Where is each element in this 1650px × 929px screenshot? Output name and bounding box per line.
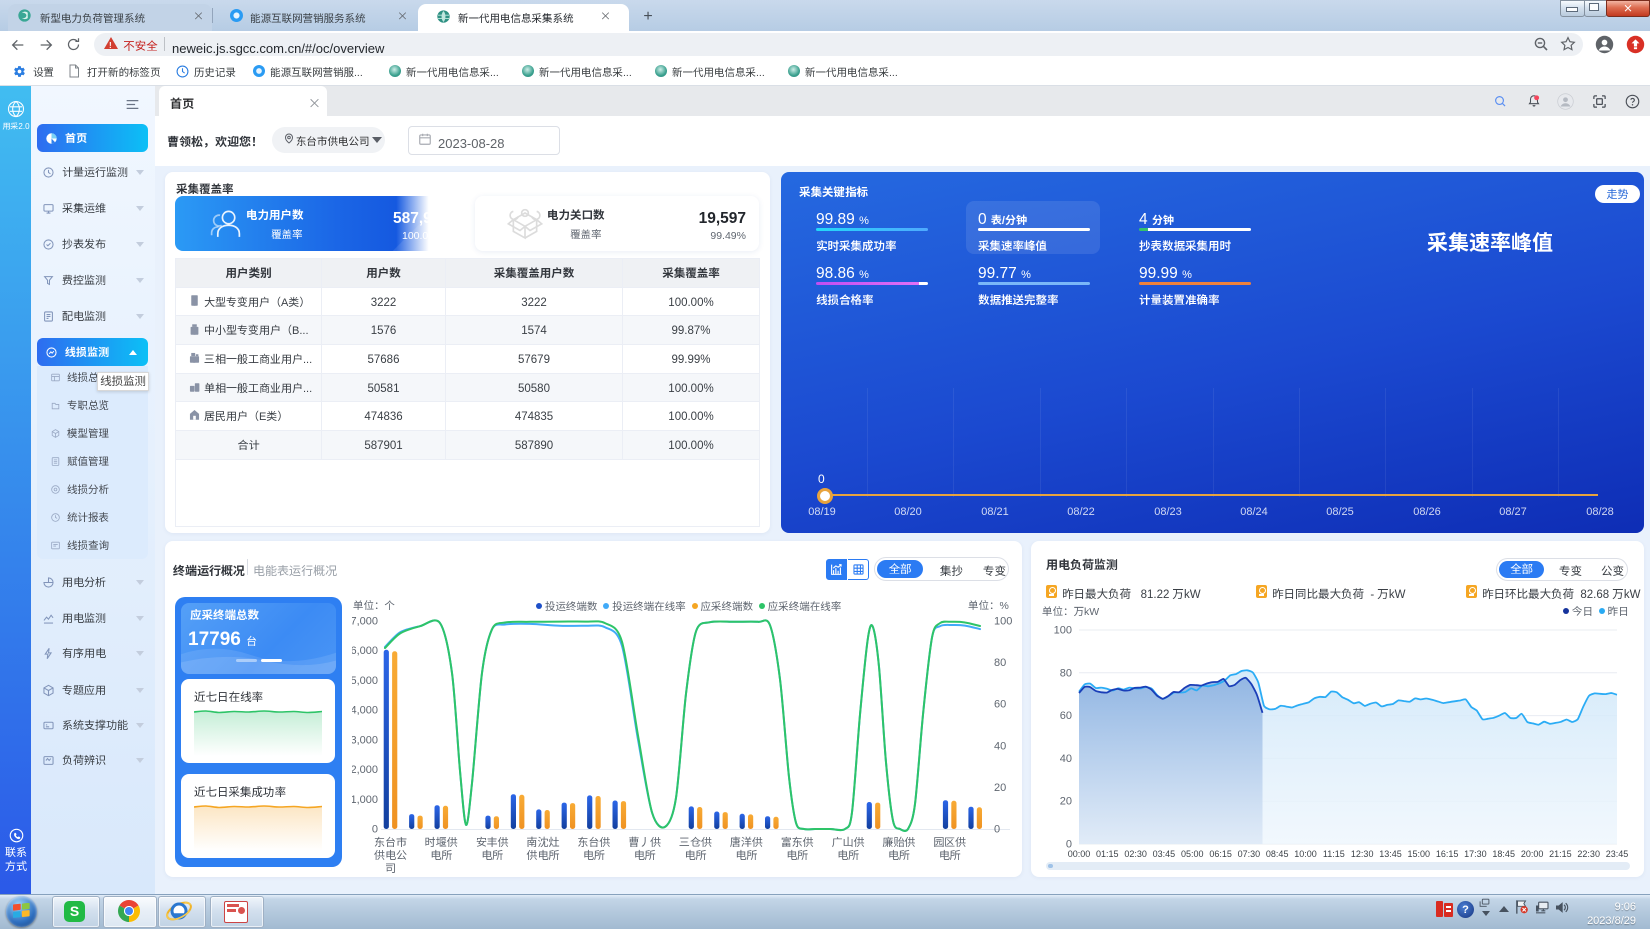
svg-text:02:30: 02:30 (1124, 847, 1147, 860)
svg-text:0: 0 (994, 821, 1000, 837)
svg-text:电所: 电所 (685, 847, 707, 863)
svg-text:安丰供: 安丰供 (476, 834, 509, 850)
svg-text:电所: 电所 (837, 847, 859, 863)
svg-text:20: 20 (1060, 793, 1072, 809)
svg-text:东台供: 东台供 (577, 834, 610, 850)
svg-text:电所: 电所 (786, 847, 808, 863)
svg-text:6,000: 6,000 (352, 642, 378, 658)
svg-text:电所: 电所 (583, 847, 605, 863)
svg-text:18:45: 18:45 (1492, 847, 1515, 860)
svg-text:05:00: 05:00 (1181, 847, 1204, 860)
svg-text:电所: 电所 (430, 847, 452, 863)
svg-text:0: 0 (1066, 836, 1072, 852)
svg-text:园区供: 园区供 (933, 834, 966, 850)
svg-text:电所: 电所 (939, 847, 961, 863)
svg-text:60: 60 (1060, 707, 1072, 723)
svg-text:时堰供: 时堰供 (425, 834, 458, 850)
svg-text:60: 60 (994, 696, 1006, 712)
svg-text:三仓供: 三仓供 (679, 834, 712, 850)
svg-text:40: 40 (994, 737, 1006, 753)
svg-text:80: 80 (994, 654, 1006, 670)
svg-text:广山供: 广山供 (832, 834, 865, 850)
svg-text:1,000: 1,000 (352, 791, 378, 807)
svg-text:23:45: 23:45 (1606, 847, 1629, 860)
svg-text:100: 100 (994, 613, 1012, 629)
svg-text:22:30: 22:30 (1577, 847, 1600, 860)
svg-text:7,000: 7,000 (352, 613, 378, 629)
svg-text:100: 100 (1054, 622, 1072, 638)
svg-text:08:45: 08:45 (1266, 847, 1289, 860)
svg-text:电所: 电所 (888, 847, 910, 863)
svg-text:电所: 电所 (735, 847, 757, 863)
svg-text:3,000: 3,000 (352, 731, 378, 747)
svg-text:07:30: 07:30 (1238, 847, 1261, 860)
svg-text:15:00: 15:00 (1408, 847, 1431, 860)
svg-text:供电所: 供电所 (527, 847, 560, 863)
svg-text:2,000: 2,000 (352, 761, 378, 777)
svg-text:16:15: 16:15 (1436, 847, 1459, 860)
svg-text:80: 80 (1060, 664, 1072, 680)
svg-text:10:00: 10:00 (1294, 847, 1317, 860)
svg-text:03:45: 03:45 (1153, 847, 1176, 860)
svg-text:06:15: 06:15 (1209, 847, 1232, 860)
svg-text:21:15: 21:15 (1549, 847, 1572, 860)
svg-text:廉贻供: 廉贻供 (882, 834, 915, 850)
svg-text:40: 40 (1060, 750, 1072, 766)
svg-text:0: 0 (372, 821, 378, 837)
svg-text:曹丿供: 曹丿供 (628, 834, 661, 850)
svg-text:唐洋供: 唐洋供 (730, 834, 763, 850)
svg-text:12:30: 12:30 (1351, 847, 1374, 860)
svg-text:17:30: 17:30 (1464, 847, 1487, 860)
svg-text:电所: 电所 (634, 847, 656, 863)
svg-text:东台市: 东台市 (374, 834, 407, 850)
svg-text:5,000: 5,000 (352, 672, 378, 688)
svg-text:20:00: 20:00 (1521, 847, 1544, 860)
svg-text:11:15: 11:15 (1323, 847, 1345, 860)
svg-text:4,000: 4,000 (352, 702, 378, 718)
svg-text:供电公: 供电公 (374, 847, 407, 863)
svg-text:00:00: 00:00 (1068, 847, 1091, 860)
svg-text:13:45: 13:45 (1379, 847, 1402, 860)
svg-text:南沈灶: 南沈灶 (527, 834, 560, 850)
svg-text:富东供: 富东供 (781, 834, 814, 850)
svg-text:01:15: 01:15 (1096, 847, 1119, 860)
svg-text:司: 司 (385, 860, 396, 876)
svg-text:电所: 电所 (481, 847, 503, 863)
svg-text:20: 20 (994, 779, 1006, 795)
